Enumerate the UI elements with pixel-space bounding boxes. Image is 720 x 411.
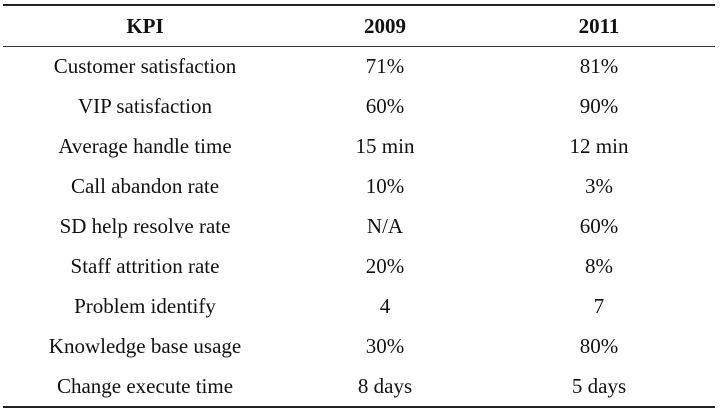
value-2009-cell: 60% xyxy=(365,94,405,119)
table-row: Call abandon rate 10% 3% xyxy=(3,167,715,207)
value-2011-cell: 80% xyxy=(579,333,619,358)
value-2009-cell: 71% xyxy=(365,54,405,79)
kpi-name-cell: Call abandon rate xyxy=(70,174,220,199)
kpi-name-cell: Knowledge base usage xyxy=(48,333,242,358)
value-2011-cell: 81% xyxy=(579,54,619,79)
table-header-row: KPI 2009 2011 xyxy=(3,4,715,47)
table-row: Staff attrition rate 20% 8% xyxy=(3,246,715,286)
kpi-name-cell: Average handle time xyxy=(58,134,232,159)
table-row: Knowledge base usage 30% 80% xyxy=(3,326,715,366)
column-header-2009: 2009 xyxy=(287,4,483,47)
kpi-name-cell: Problem identify xyxy=(74,293,216,318)
value-2009-cell: 15 min xyxy=(355,134,415,159)
kpi-table: KPI 2009 2011 Customer satisfaction 71% … xyxy=(3,4,715,409)
value-2009-cell: 10% xyxy=(365,174,405,199)
table-row: Average handle time 15 min 12 min xyxy=(3,127,715,167)
kpi-name-cell: Staff attrition rate xyxy=(70,253,220,278)
kpi-name-cell: SD help resolve rate xyxy=(59,214,231,238)
value-2011-cell: 7 xyxy=(593,293,605,318)
value-2009-cell: 8 days xyxy=(287,366,483,409)
kpi-name-cell: VIP satisfaction xyxy=(78,94,212,119)
value-2011-cell: 12 min xyxy=(569,134,629,159)
value-2011-cell: 5 days xyxy=(483,366,715,409)
table-row: Customer satisfaction 71% 81% xyxy=(3,47,715,87)
value-2011-cell: 90% xyxy=(579,94,619,119)
value-2011-cell: 8% xyxy=(585,253,613,278)
table-row: VIP satisfaction 60% 90% xyxy=(3,87,715,127)
table-row: SD help resolve rate N/A 60% xyxy=(3,207,715,247)
value-2011-cell: 60% xyxy=(579,214,619,238)
value-2009-cell: 4 xyxy=(379,293,391,318)
table-row: Problem identify 4 7 xyxy=(3,286,715,326)
value-2011-cell: 3% xyxy=(585,174,613,199)
value-2009-cell: N/A xyxy=(366,214,404,238)
value-2009-cell: 20% xyxy=(365,253,405,278)
column-header-2011: 2011 xyxy=(483,4,715,47)
value-2009-cell: 30% xyxy=(365,333,405,358)
kpi-name-cell: Change execute time xyxy=(3,366,287,409)
column-header-kpi: KPI xyxy=(3,4,287,47)
kpi-table-container: KPI 2009 2011 Customer satisfaction 71% … xyxy=(3,4,715,409)
kpi-name-cell: Customer satisfaction xyxy=(53,54,237,79)
table-row: Change execute time 8 days 5 days xyxy=(3,366,715,409)
